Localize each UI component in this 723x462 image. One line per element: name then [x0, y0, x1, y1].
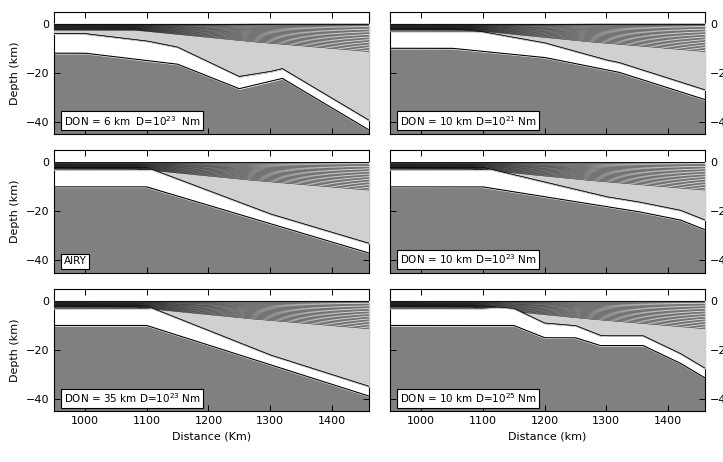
Text: AIRY: AIRY: [64, 256, 87, 267]
Text: DON = 35 km D=10$^{23}$ Nm: DON = 35 km D=10$^{23}$ Nm: [64, 391, 200, 405]
Y-axis label: Depth (km): Depth (km): [10, 41, 20, 104]
Text: DON = 10 km D=10$^{21}$ Nm: DON = 10 km D=10$^{21}$ Nm: [400, 114, 536, 128]
Y-axis label: Depth (km): Depth (km): [10, 318, 20, 382]
Text: DON = 10 km D=10$^{23}$ Nm: DON = 10 km D=10$^{23}$ Nm: [400, 253, 536, 267]
X-axis label: Distance (km): Distance (km): [508, 432, 587, 442]
Text: DON = 6 km  D=10$^{23}$  Nm: DON = 6 km D=10$^{23}$ Nm: [64, 114, 200, 128]
Y-axis label: Depth (km): Depth (km): [10, 180, 20, 243]
Text: DON = 10 km D=10$^{25}$ Nm: DON = 10 km D=10$^{25}$ Nm: [400, 391, 536, 405]
X-axis label: Distance (Km): Distance (Km): [172, 432, 251, 442]
